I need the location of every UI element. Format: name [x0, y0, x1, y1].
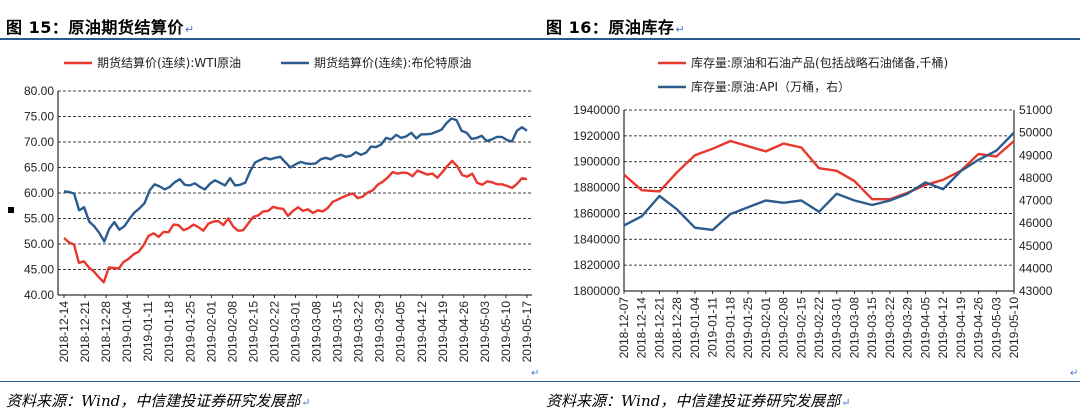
x-tick-label: 2019-03-22 — [352, 301, 366, 363]
y-tick-label: 1900000 — [573, 155, 620, 169]
x-tick-label: 2019-04-19 — [436, 301, 450, 363]
y-tick-label: 1940000 — [573, 103, 620, 117]
x-tick-label: 2019-02-01 — [204, 301, 218, 363]
source-note: 资料来源：Wind，中信建投证券研究发展部↵ — [6, 392, 311, 410]
y-tick-label: 40.00 — [24, 288, 54, 302]
y-tick-label: 50.00 — [24, 237, 54, 251]
x-tick-label: 2019-03-29 — [373, 301, 387, 363]
y-right-tick-label: 46000 — [1019, 216, 1053, 230]
legend-label-2: 期货结算价(连续):布伦特原油 — [314, 55, 471, 70]
source-divider — [0, 381, 540, 382]
panel-wti-brent: 图 15：原油期货结算价↵ 80.00 75.00 70.00 65.00 60.00 5… — [0, 18, 540, 410]
y-right-tick-label: 43000 — [1019, 284, 1053, 298]
y-right-tick-label: 50000 — [1019, 126, 1053, 140]
return-mark-icon: ↵ — [841, 396, 851, 409]
y-tick-label: 45.00 — [24, 263, 54, 277]
series-line-2 — [623, 131, 1015, 232]
y-tick-label: 55.00 — [24, 212, 54, 226]
y-tick-label: 60.00 — [24, 186, 54, 200]
x-tick-label: 2019-01-04 — [688, 297, 702, 359]
return-mark-icon: ↵ — [301, 396, 311, 409]
x-tick-label: 2019-04-05 — [394, 301, 408, 363]
x-tick-label: 2018-12-28 — [670, 297, 684, 359]
y-right-tick-label: 44000 — [1019, 261, 1053, 275]
x-tick-label: 2019-03-01 — [289, 301, 303, 363]
source-note: 资料来源：Wind，中信建投证券研究发展部↵ — [546, 392, 851, 410]
x-tick-label: 2019-03-29 — [901, 297, 915, 359]
figure-title: 图 16：原油库存↵ — [546, 18, 686, 37]
x-tick-label: 2019-05-17 — [520, 301, 534, 363]
y-right-tick-label: 49000 — [1019, 148, 1053, 162]
x-tick-label: 2019-05-03 — [478, 301, 492, 363]
x-tick-label: 2019-02-08 — [225, 301, 239, 363]
y-right-tick-label: 51000 — [1019, 103, 1053, 117]
x-tick-label: 2019-03-15 — [331, 301, 345, 363]
series-line-2 — [63, 117, 528, 243]
x-tick-label: 2019-02-15 — [246, 301, 260, 363]
y-tick-label: 1820000 — [573, 258, 620, 272]
y-tick-label: 1880000 — [573, 181, 620, 195]
bullet-mark — [8, 207, 14, 213]
y-right-tick-label: 47000 — [1019, 194, 1053, 208]
return-mark-icon: ↵ — [675, 23, 686, 36]
y-tick-label: 70.00 — [24, 135, 54, 149]
legend-label-1: 期货结算价(连续):WTI原油 — [97, 55, 241, 70]
x-tick-label: 2019-04-12 — [415, 301, 429, 363]
panel-crude-inventory: 图 16：原油库存↵ 1940000 1920000 1900000 1880000 1… — [540, 0, 1080, 415]
x-tick-label: 2019-01-25 — [183, 301, 197, 363]
series-line-1 — [623, 139, 1015, 201]
x-tick-label: 2019-04-26 — [457, 301, 471, 363]
x-tick-label: 2019-03-22 — [883, 297, 897, 359]
y-right-tick-label: 45000 — [1019, 239, 1053, 253]
x-tick-label: 2019-02-22 — [812, 297, 826, 359]
x-tick-label: 2019-01-11 — [141, 301, 155, 362]
x-tick-label: 2019-04-19 — [954, 297, 968, 359]
x-tick-label: 2018-12-14 — [57, 301, 71, 363]
x-tick-label: 2019-05-10 — [1007, 297, 1021, 359]
x-tick-label: 2019-01-25 — [741, 297, 755, 359]
x-tick-label: 2019-01-18 — [162, 301, 176, 363]
y-tick-label: 1840000 — [573, 232, 620, 246]
inventory-chart: 1940000 1920000 1900000 1880000 1860000 18400… — [573, 55, 1053, 359]
x-tick-label: 2019-01-11 — [706, 297, 720, 358]
y-tick-label: 80.00 — [24, 84, 54, 98]
x-tick-label: 2018-12-28 — [99, 301, 113, 363]
legend-label-1: 库存量:原油和石油产品(包括战略石油储备,千桶) — [691, 55, 948, 70]
y-tick-label: 75.00 — [24, 110, 54, 124]
x-tick-label: 2018-12-14 — [635, 297, 649, 359]
x-tick-label: 2019-01-18 — [723, 297, 737, 359]
return-mark-icon: ↵ — [1070, 368, 1079, 379]
x-tick-label: 2019-04-12 — [936, 297, 950, 359]
title-divider — [540, 38, 1080, 40]
y-tick-label: 65.00 — [24, 161, 54, 175]
source-divider — [540, 381, 1080, 382]
figure-title: 图 15：原油期货结算价↵ — [6, 18, 195, 37]
x-tick-label: 2019-01-04 — [120, 301, 134, 363]
x-tick-label: 2019-03-08 — [847, 297, 861, 359]
x-tick-label: 2019-02-08 — [777, 297, 791, 359]
x-tick-label: 2019-03-01 — [830, 297, 844, 359]
title-divider — [0, 38, 540, 40]
x-tick-label: 2018-12-21 — [652, 297, 666, 359]
x-tick-label: 2019-03-08 — [310, 301, 324, 363]
y-tick-label: 1800000 — [573, 284, 620, 298]
x-tick-label: 2018-12-21 — [78, 301, 92, 363]
x-tick-label: 2019-02-22 — [267, 301, 281, 363]
return-mark-icon: ↵ — [184, 23, 195, 36]
legend-label-2: 库存量:原油:API（万桶，右） — [691, 79, 850, 94]
x-tick-label: 2019-04-26 — [972, 297, 986, 359]
y-tick-label: 1860000 — [573, 206, 620, 220]
y-right-tick-label: 48000 — [1019, 171, 1053, 185]
x-tick-label: 2019-02-01 — [759, 297, 773, 359]
futures-price-chart: 80.00 75.00 70.00 65.00 60.00 55.00 50.00 45.00… — [24, 55, 534, 363]
x-tick-label: 2019-04-05 — [918, 297, 932, 359]
x-tick-label: 2018-12-07 — [617, 297, 631, 359]
x-tick-label: 2019-05-10 — [499, 301, 513, 363]
x-tick-label: 2019-05-03 — [989, 297, 1003, 359]
series-line-1 — [63, 159, 528, 284]
x-tick-label: 2019-02-15 — [794, 297, 808, 359]
return-mark-icon: ↵ — [531, 368, 540, 379]
y-tick-label: 1920000 — [573, 129, 620, 143]
x-tick-label: 2019-03-15 — [865, 297, 879, 359]
